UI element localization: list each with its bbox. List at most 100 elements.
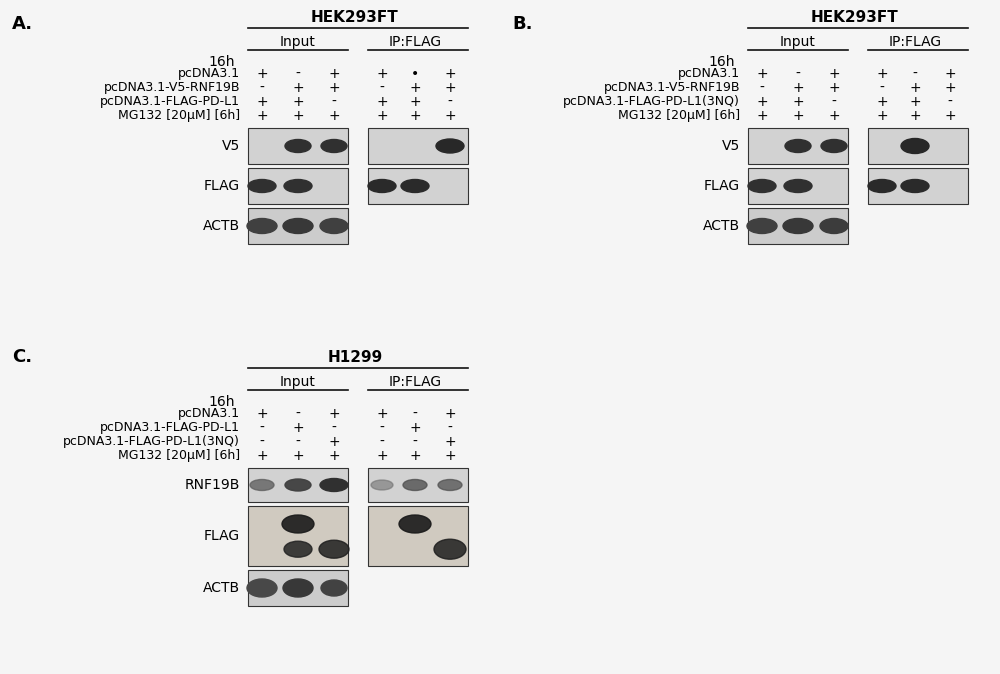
Text: +: + — [328, 449, 340, 463]
Text: +: + — [409, 421, 421, 435]
Ellipse shape — [783, 218, 813, 233]
Bar — [248, 570, 348, 606]
Text: +: + — [876, 109, 888, 123]
Text: +: + — [409, 81, 421, 95]
Text: +: + — [944, 81, 956, 95]
Text: IP:FLAG: IP:FLAG — [888, 35, 942, 49]
Text: +: + — [256, 407, 268, 421]
Text: pcDNA3.1-FLAG-PD-L1(3NQ): pcDNA3.1-FLAG-PD-L1(3NQ) — [63, 435, 240, 448]
Bar — [748, 208, 848, 244]
Text: 16h: 16h — [208, 395, 235, 409]
Text: +: + — [444, 109, 456, 123]
Text: +: + — [292, 421, 304, 435]
Bar — [248, 168, 348, 204]
Text: +: + — [792, 109, 804, 123]
Text: FLAG: FLAG — [704, 179, 740, 193]
Text: +: + — [256, 95, 268, 109]
Ellipse shape — [321, 140, 347, 152]
Text: -: - — [260, 421, 264, 435]
Ellipse shape — [320, 479, 348, 491]
Text: +: + — [376, 109, 388, 123]
Text: pcDNA3.1-FLAG-PD-L1: pcDNA3.1-FLAG-PD-L1 — [100, 96, 240, 109]
Ellipse shape — [399, 515, 431, 533]
Text: -: - — [760, 81, 764, 95]
Text: -: - — [413, 435, 417, 449]
Text: pcDNA3.1-V5-RNF19B: pcDNA3.1-V5-RNF19B — [604, 82, 740, 94]
Ellipse shape — [250, 479, 274, 491]
Ellipse shape — [901, 138, 929, 154]
Text: -: - — [380, 421, 384, 435]
Bar — [868, 168, 968, 204]
Ellipse shape — [321, 580, 347, 596]
Ellipse shape — [247, 579, 277, 597]
Ellipse shape — [436, 139, 464, 153]
Text: +: + — [376, 67, 388, 81]
Text: -: - — [260, 81, 264, 95]
Ellipse shape — [368, 179, 396, 193]
Text: 16h: 16h — [208, 55, 235, 69]
Bar — [368, 128, 468, 164]
Text: -: - — [380, 81, 384, 95]
Ellipse shape — [785, 140, 811, 152]
Text: -: - — [796, 67, 800, 81]
Text: FLAG: FLAG — [204, 529, 240, 543]
Text: +: + — [944, 109, 956, 123]
Text: +: + — [292, 109, 304, 123]
Bar — [748, 168, 848, 204]
Text: -: - — [332, 95, 336, 109]
Bar — [368, 506, 468, 566]
Ellipse shape — [284, 179, 312, 193]
Ellipse shape — [868, 179, 896, 193]
Text: C.: C. — [12, 348, 32, 366]
Bar — [248, 208, 348, 244]
Text: +: + — [828, 67, 840, 81]
Ellipse shape — [821, 140, 847, 152]
Text: IP:FLAG: IP:FLAG — [388, 375, 442, 389]
Text: -: - — [260, 435, 264, 449]
Ellipse shape — [283, 579, 313, 597]
Text: +: + — [444, 67, 456, 81]
Text: MG132 [20μM] [6h]: MG132 [20μM] [6h] — [118, 109, 240, 123]
Ellipse shape — [285, 140, 311, 152]
Ellipse shape — [748, 179, 776, 193]
Ellipse shape — [901, 179, 929, 193]
Text: +: + — [909, 81, 921, 95]
Text: +: + — [444, 435, 456, 449]
Text: +: + — [256, 449, 268, 463]
Text: +: + — [756, 95, 768, 109]
Text: pcDNA3.1-V5-RNF19B: pcDNA3.1-V5-RNF19B — [104, 82, 240, 94]
Text: +: + — [328, 407, 340, 421]
Text: -: - — [296, 435, 300, 449]
Bar — [748, 128, 848, 164]
Text: +: + — [328, 435, 340, 449]
Bar — [368, 168, 468, 204]
Bar — [368, 468, 468, 502]
Text: -: - — [413, 407, 417, 421]
Text: +: + — [328, 81, 340, 95]
Ellipse shape — [784, 179, 812, 193]
Ellipse shape — [319, 540, 349, 558]
Text: MG132 [20μM] [6h]: MG132 [20μM] [6h] — [618, 109, 740, 123]
Text: ACTB: ACTB — [203, 581, 240, 595]
Bar — [248, 506, 348, 566]
Text: V5: V5 — [722, 139, 740, 153]
Ellipse shape — [248, 179, 276, 193]
Text: -: - — [296, 67, 300, 81]
Text: •: • — [411, 67, 419, 81]
Ellipse shape — [820, 218, 848, 233]
Text: +: + — [444, 407, 456, 421]
Ellipse shape — [371, 480, 393, 490]
Text: A.: A. — [12, 15, 33, 33]
Text: -: - — [880, 81, 884, 95]
Text: FLAG: FLAG — [204, 179, 240, 193]
Text: -: - — [448, 421, 452, 435]
Bar — [248, 468, 348, 502]
Text: B.: B. — [512, 15, 532, 33]
Text: +: + — [909, 95, 921, 109]
Text: +: + — [256, 109, 268, 123]
Text: +: + — [292, 95, 304, 109]
Bar — [868, 128, 968, 164]
Text: +: + — [256, 67, 268, 81]
Text: +: + — [328, 109, 340, 123]
Text: +: + — [444, 449, 456, 463]
